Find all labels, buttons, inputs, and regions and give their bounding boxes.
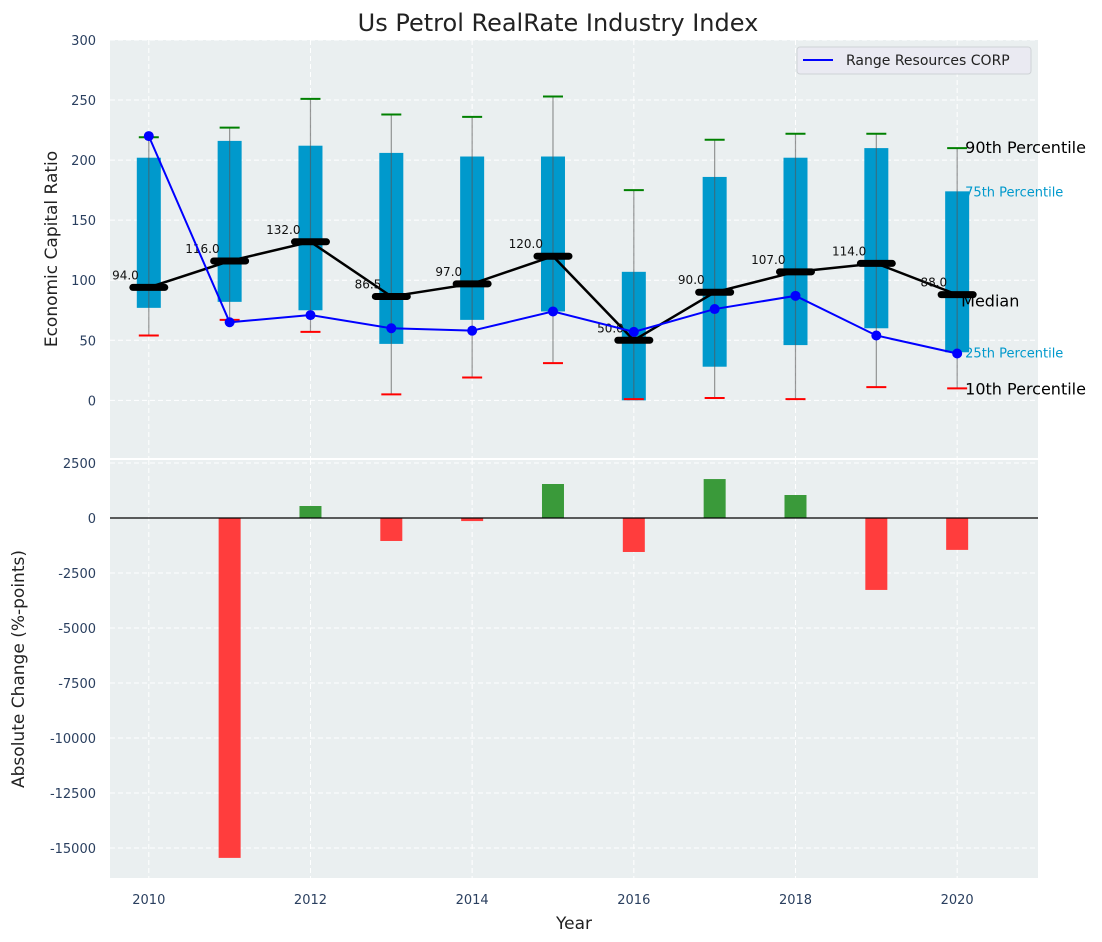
change-bar: [622, 517, 645, 552]
median-label: 120.0: [509, 237, 543, 251]
company-point: [305, 310, 316, 321]
annotation-p10: 10th Percentile: [965, 379, 1086, 398]
change-bar: [703, 479, 726, 518]
y-tick-label: 0: [88, 394, 96, 409]
company-point: [224, 317, 235, 328]
legend: Range Resources CORP: [796, 46, 1032, 75]
annotation-p75: 75th Percentile: [965, 185, 1063, 200]
company-point: [709, 304, 720, 315]
change-bar: [865, 517, 888, 590]
median-label: 97.0: [435, 265, 462, 279]
x-tick-label: 2018: [779, 893, 812, 908]
x-tick-label: 2016: [617, 893, 650, 908]
y-tick-label: -7500: [58, 677, 96, 692]
change-bar: [946, 517, 969, 550]
change-bar: [299, 506, 322, 518]
change-bar: [461, 517, 484, 522]
y-tick-label: -10000: [50, 732, 96, 747]
bottom-y-axis-label: Absolute Change (%-points): [9, 550, 29, 788]
median-label: 132.0: [266, 223, 300, 237]
company-point: [952, 348, 963, 359]
top-y-axis-label: Economic Capital Ratio: [42, 151, 62, 347]
x-tick-label: 2020: [941, 893, 974, 908]
x-tick-label: 2010: [132, 893, 165, 908]
y-tick-label: 150: [71, 214, 96, 229]
company-point: [467, 325, 478, 336]
bottom-plot-area: [110, 460, 1038, 878]
x-tick-label: 2014: [456, 893, 489, 908]
x-axis-label: Year: [555, 914, 592, 934]
annotation-median: Median: [961, 292, 1019, 311]
legend-label-company: Range Resources CORP: [846, 53, 1010, 69]
company-point: [790, 290, 801, 301]
median-label: 116.0: [185, 242, 219, 256]
company-point: [871, 330, 882, 341]
company-point: [143, 131, 154, 142]
median-label: 107.0: [751, 253, 785, 267]
change-bar: [541, 484, 564, 518]
y-tick-label: 0: [88, 512, 96, 527]
median-label: 90.0: [678, 273, 705, 287]
median-label: 94.0: [112, 268, 139, 282]
change-bar: [380, 517, 403, 541]
median-label: 114.0: [832, 244, 866, 258]
y-tick-label: 50: [79, 334, 96, 349]
y-tick-label: -2500: [58, 567, 96, 582]
y-tick-label: -5000: [58, 622, 96, 637]
y-tick-label: -15000: [50, 842, 96, 857]
y-tick-label: 250: [71, 94, 96, 109]
company-point: [628, 326, 639, 337]
median-label: 86.5: [355, 277, 382, 291]
chart-title: Us Petrol RealRate Industry Index: [358, 9, 759, 37]
annotation-p25: 25th Percentile: [965, 346, 1063, 361]
y-tick-label: -12500: [50, 787, 96, 802]
annotation-p90: 90th Percentile: [965, 138, 1086, 157]
company-point: [547, 306, 558, 317]
y-tick-label: 200: [71, 154, 96, 169]
top-plot-area: [110, 40, 1038, 458]
company-point: [386, 323, 397, 334]
y-tick-label: 100: [71, 274, 96, 289]
x-tick-label: 2012: [294, 893, 327, 908]
y-tick-label: 2500: [63, 457, 96, 472]
change-bar: [784, 495, 807, 518]
change-bar: [218, 517, 241, 858]
y-tick-label: 300: [71, 34, 96, 49]
median-label: 88.0: [920, 276, 947, 290]
